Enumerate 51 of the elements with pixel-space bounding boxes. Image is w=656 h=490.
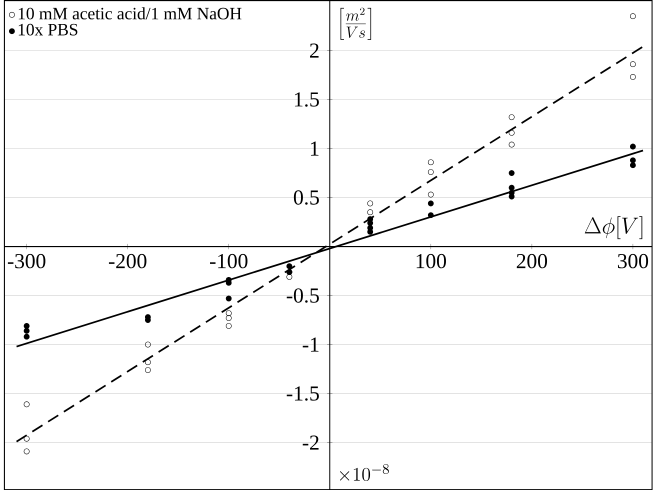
point xyxy=(367,209,374,216)
point xyxy=(630,162,636,168)
point xyxy=(630,157,636,164)
point xyxy=(630,144,636,150)
x-tick-label: 200 xyxy=(516,254,548,268)
point xyxy=(508,184,515,191)
point xyxy=(428,169,434,175)
y-tick-label: -2 xyxy=(302,435,319,450)
point xyxy=(24,448,30,454)
y-tick-label: 0.5 xyxy=(294,190,319,205)
point xyxy=(144,359,151,366)
point xyxy=(226,310,232,316)
point xyxy=(24,436,30,442)
point xyxy=(428,200,434,206)
point xyxy=(144,342,151,348)
y-tick-label: -1 xyxy=(302,337,318,352)
y-tick-label: -0.5 xyxy=(286,288,319,303)
x-axis-title: $\Delta\phi[V]$ xyxy=(584,216,642,240)
point xyxy=(508,142,515,148)
point xyxy=(508,130,515,136)
point xyxy=(508,114,515,120)
point xyxy=(630,74,636,80)
point xyxy=(144,367,151,373)
point xyxy=(428,192,434,198)
point xyxy=(24,401,30,408)
point xyxy=(226,315,232,321)
x-tick-label: 300 xyxy=(618,254,648,268)
point xyxy=(24,334,30,340)
point xyxy=(226,295,232,302)
point xyxy=(630,61,636,68)
point xyxy=(367,200,374,206)
point xyxy=(24,328,30,334)
point xyxy=(286,263,292,270)
legend-label: 10x PBS xyxy=(18,24,78,36)
point xyxy=(508,170,515,176)
legend-label: 10 mM acetic acid/1 mM NaOH xyxy=(18,7,242,20)
y-tick-label: 2 xyxy=(310,43,319,58)
annotation: $\times 10^{-8}$ xyxy=(340,464,389,481)
x-tick-label: 100 xyxy=(416,254,446,268)
x-tick-label: -100 xyxy=(210,254,248,268)
y-tick-label: 1.5 xyxy=(294,92,319,107)
point xyxy=(428,212,434,218)
point xyxy=(428,159,434,166)
y-tick-label: 1 xyxy=(310,141,318,156)
y-tick-label: -1.5 xyxy=(286,386,319,401)
point xyxy=(226,322,232,329)
x-tick-label: -300 xyxy=(8,254,46,268)
x-tick-label: -200 xyxy=(108,254,146,268)
y-axis-title: $\left[\frac{m^2}{V s}\right]$ xyxy=(340,8,372,40)
point xyxy=(24,322,30,329)
point xyxy=(630,13,636,20)
